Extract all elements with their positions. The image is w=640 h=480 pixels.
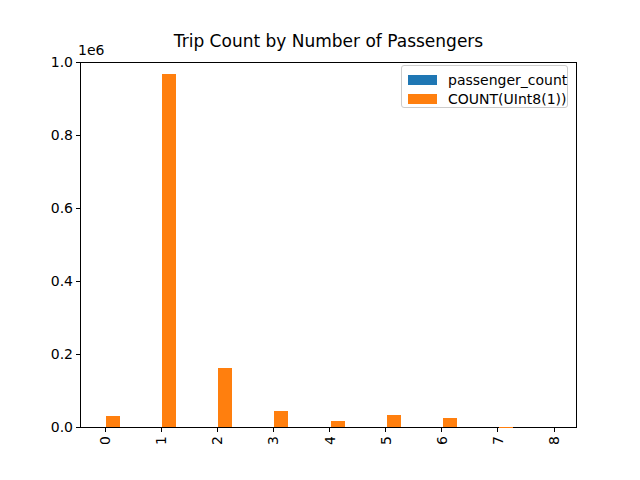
legend-swatch xyxy=(408,94,437,104)
x-tick-label: 3 xyxy=(266,433,281,449)
bar-COUNT(UInt8(1))-6 xyxy=(443,418,457,427)
bar-COUNT(UInt8(1))-3 xyxy=(274,411,288,427)
legend-swatch xyxy=(408,75,437,85)
plot-area xyxy=(80,62,577,428)
y-tick-label: 0.4 xyxy=(33,274,73,289)
x-tick-label: 8 xyxy=(547,433,562,449)
y-tick-label: 0.6 xyxy=(33,201,73,216)
y-tickmark xyxy=(76,208,80,209)
x-tickmark xyxy=(161,428,162,432)
legend-item: passenger_count xyxy=(408,70,560,89)
x-tick-label: 6 xyxy=(434,433,449,449)
legend-label: passenger_count xyxy=(448,72,567,88)
x-tickmark xyxy=(105,428,106,432)
y-tickmark xyxy=(76,427,80,428)
y-tickmark xyxy=(76,62,80,63)
y-tick-label: 0.0 xyxy=(33,420,73,435)
bar-COUNT(UInt8(1))-0 xyxy=(106,416,120,427)
y-tick-label: 0.2 xyxy=(33,347,73,362)
x-tick-label: 5 xyxy=(378,433,393,449)
legend: passenger_countCOUNT(UInt8(1)) xyxy=(401,65,568,108)
x-tick-label: 7 xyxy=(490,433,505,449)
chart-figure: Trip Count by Number of Passengers 1e6 p… xyxy=(0,0,640,480)
x-tickmark xyxy=(554,428,555,432)
chart-title: Trip Count by Number of Passengers xyxy=(80,31,577,51)
x-tickmark xyxy=(273,428,274,432)
legend-label: COUNT(UInt8(1)) xyxy=(448,91,566,107)
x-tickmark xyxy=(441,428,442,432)
y-tick-label: 1.0 xyxy=(33,55,73,70)
x-tick-label: 2 xyxy=(210,433,225,449)
bar-COUNT(UInt8(1))-5 xyxy=(387,415,401,427)
x-tickmark xyxy=(497,428,498,432)
y-tick-label: 0.8 xyxy=(33,128,73,143)
bar-COUNT(UInt8(1))-2 xyxy=(218,368,232,427)
y-axis-offset-label: 1e6 xyxy=(78,42,104,58)
y-tickmark xyxy=(76,354,80,355)
bar-COUNT(UInt8(1))-4 xyxy=(331,421,345,427)
legend-item: COUNT(UInt8(1)) xyxy=(408,89,560,108)
x-tick-label: 4 xyxy=(322,433,337,449)
bar-COUNT(UInt8(1))-1 xyxy=(162,74,176,427)
x-tickmark xyxy=(217,428,218,432)
y-tickmark xyxy=(76,281,80,282)
x-tick-label: 0 xyxy=(98,433,113,449)
x-tickmark xyxy=(329,428,330,432)
x-tick-label: 1 xyxy=(154,433,169,449)
x-tickmark xyxy=(385,428,386,432)
y-tickmark xyxy=(76,135,80,136)
